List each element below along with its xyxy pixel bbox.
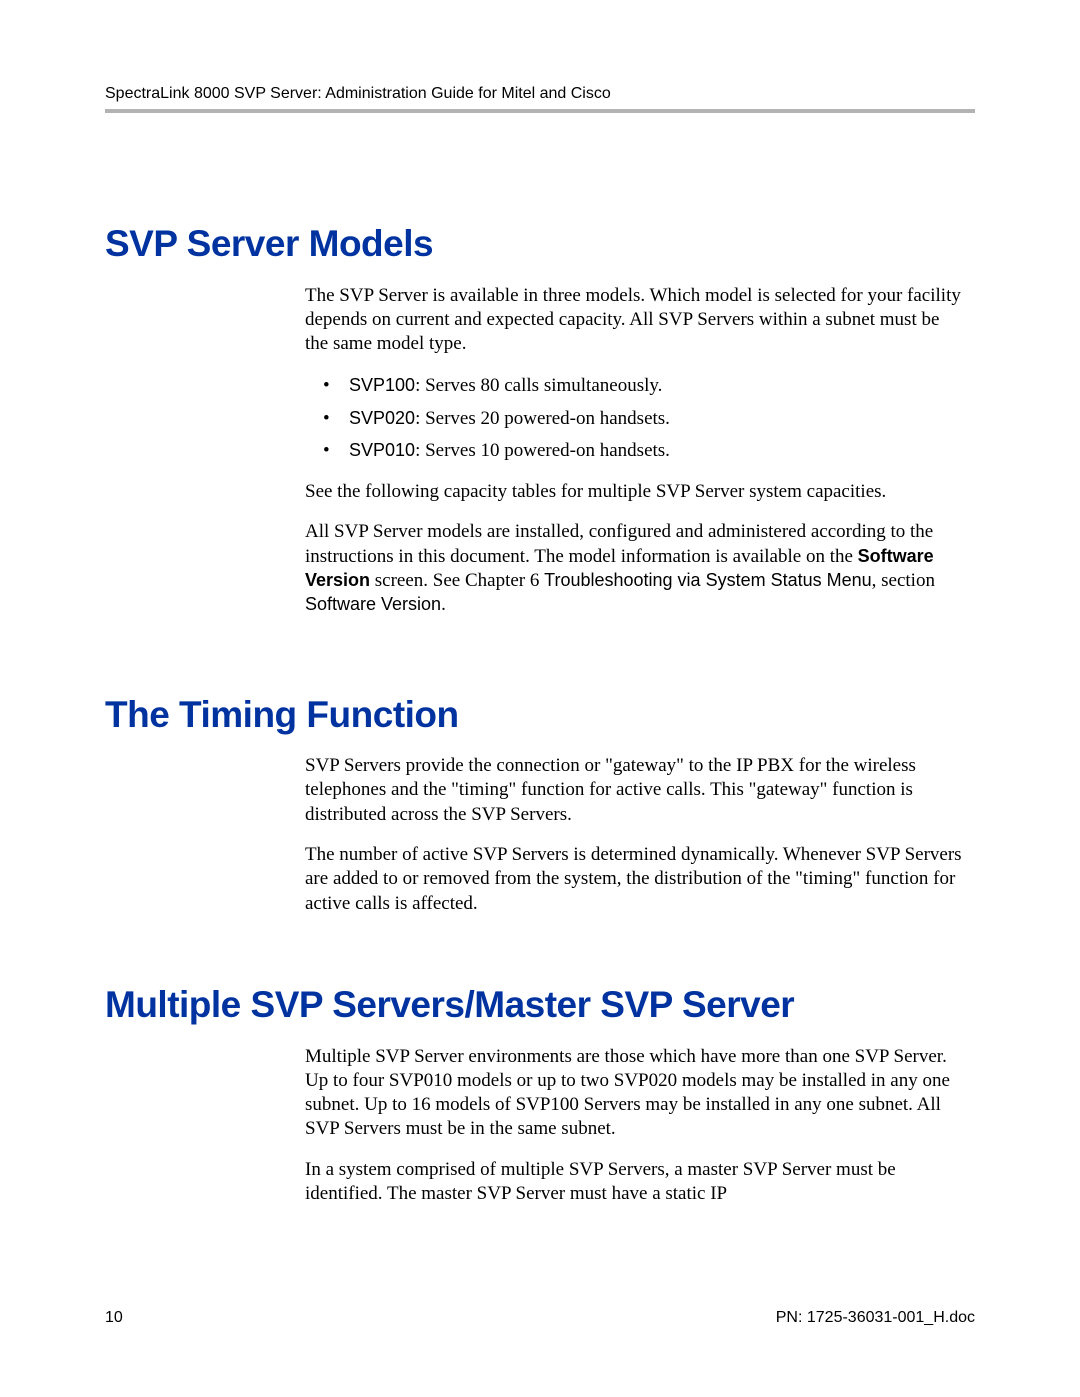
section2-para2: The number of active SVP Servers is dete… bbox=[305, 843, 965, 916]
section1-para1: The SVP Server is available in three mod… bbox=[305, 284, 965, 357]
para3-sans1: Troubleshooting via System Status Menu bbox=[544, 570, 872, 590]
section2-para1: SVP Servers provide the connection or "g… bbox=[305, 754, 965, 827]
part-number: PN: 1725-36031-001_H.doc bbox=[776, 1309, 975, 1327]
page-number: 10 bbox=[105, 1309, 123, 1327]
section1-bullet-list: SVP100: Serves 80 calls simultaneously. … bbox=[305, 372, 965, 466]
section3-para2: In a system comprised of multiple SVP Se… bbox=[305, 1158, 965, 1207]
heading-svp-server-models: SVP Server Models bbox=[105, 223, 975, 266]
bullet-text: : Serves 10 powered-on handsets. bbox=[415, 440, 670, 461]
bullet-label: SVP100 bbox=[349, 375, 415, 395]
page: SpectraLink 8000 SVP Server: Administrat… bbox=[0, 0, 1080, 1397]
section3-body: Multiple SVP Server environments are tho… bbox=[305, 1045, 965, 1207]
heading-timing-function: The Timing Function bbox=[105, 694, 975, 737]
section3-para1: Multiple SVP Server environments are tho… bbox=[305, 1045, 965, 1142]
list-item: SVP020: Serves 20 powered-on handsets. bbox=[305, 405, 965, 434]
bullet-label: SVP020 bbox=[349, 408, 415, 428]
bullet-label: SVP010 bbox=[349, 440, 415, 460]
section2-body: SVP Servers provide the connection or "g… bbox=[305, 754, 965, 916]
list-item: SVP100: Serves 80 calls simultaneously. bbox=[305, 372, 965, 401]
para3-sans2: Software Version bbox=[305, 594, 441, 614]
bullet-text: : Serves 80 calls simultaneously. bbox=[415, 375, 662, 396]
section1-para2: See the following capacity tables for mu… bbox=[305, 480, 965, 504]
para3-text-a: All SVP Server models are installed, con… bbox=[305, 521, 933, 566]
section1-body: The SVP Server is available in three mod… bbox=[305, 284, 965, 618]
para3-end: . bbox=[441, 594, 446, 615]
para3-mid: , section bbox=[872, 570, 935, 591]
heading-multiple-svp-servers: Multiple SVP Servers/Master SVP Server bbox=[105, 984, 975, 1027]
bullet-text: : Serves 20 powered-on handsets. bbox=[415, 408, 670, 429]
para3-text-b: screen. See Chapter 6 bbox=[370, 570, 544, 591]
page-footer: 10 PN: 1725-36031-001_H.doc bbox=[105, 1309, 975, 1327]
running-header: SpectraLink 8000 SVP Server: Administrat… bbox=[105, 85, 975, 113]
section1-para3: All SVP Server models are installed, con… bbox=[305, 520, 965, 617]
list-item: SVP010: Serves 10 powered-on handsets. bbox=[305, 437, 965, 466]
